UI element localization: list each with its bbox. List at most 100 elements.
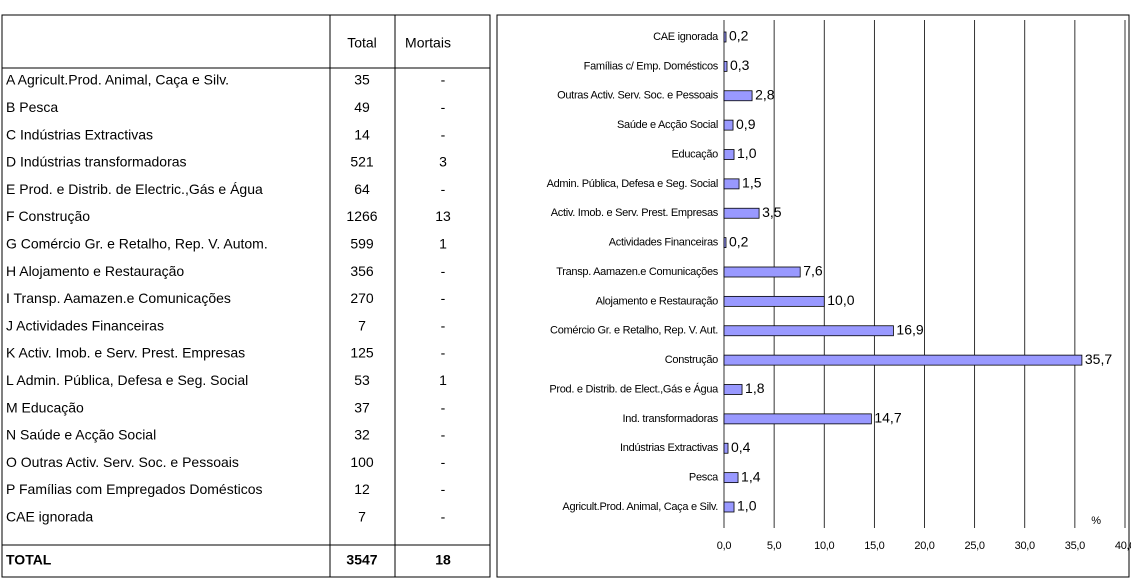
value-label: 14,7: [874, 410, 901, 426]
cell-total: 3547: [346, 552, 377, 568]
category-label: Saúde e Acção Social: [617, 119, 718, 131]
bar: [723, 207, 760, 219]
cell-mortais: -: [441, 481, 446, 497]
cell-mortais: 1: [439, 372, 447, 388]
row-label: E Prod. e Distrib. de Electric.,Gás e Ág…: [6, 181, 263, 197]
value-label: 3,5: [762, 204, 782, 220]
cell-total: 49: [354, 99, 370, 115]
x-tick-label: 25,0: [965, 540, 985, 552]
row-label: B Pesca: [6, 99, 58, 115]
cell-total: 12: [354, 481, 370, 497]
cell-total: 32: [354, 427, 370, 443]
cell-mortais: -: [441, 290, 446, 306]
x-tick-label: 20,0: [914, 540, 934, 552]
cell-total: 14: [354, 126, 370, 142]
bar: [723, 472, 739, 484]
bar: [723, 501, 735, 513]
value-label: 0,2: [729, 233, 749, 249]
cell-total: 270: [350, 290, 374, 306]
category-label: Transp. Aamazen.e Comunicações: [556, 266, 719, 278]
value-label: 0,3: [730, 57, 750, 73]
x-tick-label: 15,0: [864, 540, 884, 552]
cell-mortais: 13: [435, 208, 451, 224]
category-label: Famílias c/ Emp. Domésticos: [584, 60, 719, 72]
value-label: 1,0: [737, 145, 757, 161]
x-tick-label: 5,0: [767, 540, 782, 552]
bar: [723, 354, 1083, 366]
category-label: Construção: [665, 354, 718, 366]
bar: [723, 325, 894, 337]
value-label: 0,2: [729, 28, 749, 44]
row-label: P Famílias com Empregados Domésticos: [6, 481, 263, 497]
row-label: J Actividades Financeiras: [6, 317, 164, 333]
bar: [723, 413, 872, 425]
cell-mortais: -: [441, 181, 446, 197]
row-label: N Saúde e Acção Social: [6, 427, 156, 443]
cell-total: 100: [350, 454, 374, 470]
x-tick-label: 40,0: [1115, 540, 1131, 552]
cell-mortais: 1: [439, 236, 447, 252]
cell-mortais: -: [441, 72, 446, 88]
category-label: Agricult.Prod. Animal, Caça e Silv.: [562, 501, 718, 513]
cell-total: 521: [350, 154, 374, 170]
value-label: 16,9: [896, 321, 923, 337]
unit-label: %: [1091, 515, 1101, 527]
row-label: I Transp. Aamazen.e Comunicações: [6, 290, 231, 306]
x-tick-label: 10,0: [814, 540, 834, 552]
row-label: K Activ. Imob. e Serv. Prest. Empresas: [6, 345, 245, 361]
bar: [723, 119, 734, 131]
cell-mortais: -: [441, 399, 446, 415]
category-label: Prod. e Distrib. de Elect.,Gás e Água: [549, 382, 719, 395]
cell-mortais: -: [441, 509, 446, 525]
category-label: Indústrias Extractivas: [620, 442, 719, 454]
table-border: [1, 14, 491, 578]
category-label: Comércio Gr. e Retalho, Rep. V. Aut.: [550, 325, 718, 337]
row-label: A Agricult.Prod. Animal, Caça e Silv.: [6, 72, 229, 88]
bar: [723, 90, 753, 102]
category-label: Actividades Financeiras: [609, 237, 719, 249]
header: Total: [347, 35, 377, 51]
cell-total: 7: [358, 509, 366, 525]
cell-total: 1266: [346, 208, 377, 224]
value-label: 35,7: [1085, 351, 1112, 367]
chart-border: [496, 14, 1130, 578]
cell-total: 7: [358, 317, 366, 333]
cell-total: 53: [354, 372, 370, 388]
value-label: 0,9: [736, 116, 756, 132]
value-label: 2,8: [755, 86, 775, 102]
value-label: 10,0: [827, 292, 854, 308]
header: Mortais: [405, 35, 451, 51]
cell-total: 37: [354, 399, 370, 415]
x-tick-label: 0,0: [717, 540, 732, 552]
row-label: G Comércio Gr. e Retalho, Rep. V. Autom.: [6, 236, 268, 252]
bar: [723, 384, 743, 395]
row-label: L Admin. Pública, Defesa e Seg. Social: [6, 372, 248, 388]
cell-total: 356: [350, 263, 374, 279]
x-tick-label: 30,0: [1015, 540, 1035, 552]
category-label: Alojamento e Restauração: [596, 295, 719, 307]
cell-mortais: -: [441, 454, 446, 470]
value-label: 1,0: [737, 498, 757, 514]
row-label: C Indústrias Extractivas: [6, 126, 153, 142]
category-label: CAE ignorada: [653, 31, 719, 43]
category-label: Activ. Imob. e Serv. Prest. Empresas: [551, 207, 719, 219]
x-tick-label: 35,0: [1065, 540, 1085, 552]
cell-mortais: -: [441, 345, 446, 361]
value-label: 1,5: [742, 175, 762, 191]
category-label: Outras Activ. Serv. Soc. e Pessoais: [557, 90, 719, 102]
row-label: F Construção: [6, 208, 90, 224]
cell-total: 125: [350, 345, 374, 361]
value-label: 0,4: [731, 439, 751, 455]
cell-mortais: 3: [439, 154, 447, 170]
row-label: CAE ignorada: [6, 509, 93, 525]
bar: [723, 442, 729, 454]
cell-mortais: -: [441, 126, 446, 142]
cell-mortais: -: [441, 427, 446, 443]
bar: [723, 295, 825, 307]
row-label: D Indústrias transformadoras: [6, 154, 187, 170]
cell-mortais: -: [441, 99, 446, 115]
bar: [723, 178, 740, 190]
cell-mortais: -: [441, 317, 446, 333]
bar: [723, 60, 728, 72]
